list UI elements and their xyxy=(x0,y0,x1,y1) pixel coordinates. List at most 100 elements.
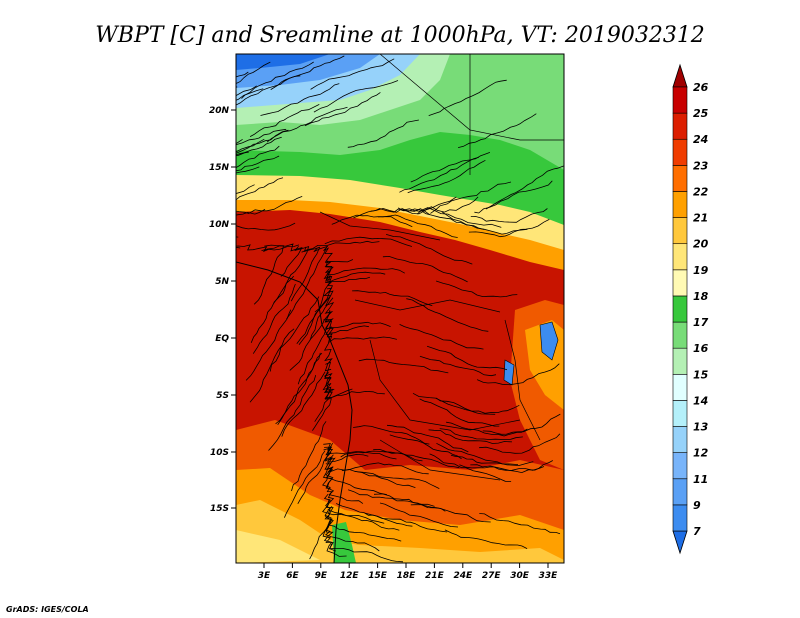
streamline xyxy=(435,397,520,414)
streamline xyxy=(419,355,497,377)
colorbar-label: 13 xyxy=(693,421,709,434)
streamline xyxy=(309,290,335,340)
colorbar-label: 20 xyxy=(693,238,709,251)
lat-label: EQ xyxy=(215,334,229,344)
streamline xyxy=(281,371,326,437)
streamline xyxy=(249,328,295,403)
streamline xyxy=(324,387,385,399)
streamline xyxy=(444,529,528,549)
streamline xyxy=(236,166,260,174)
colorbar-segment xyxy=(672,138,688,166)
lon-label: 33E xyxy=(539,571,559,581)
streamline xyxy=(327,521,402,542)
colorbar-label: 9 xyxy=(693,499,701,512)
streamline xyxy=(236,246,241,249)
colorbar-label: 18 xyxy=(693,290,709,303)
streamline xyxy=(323,493,385,524)
streamline xyxy=(253,244,284,305)
streamline xyxy=(322,498,337,552)
streamline xyxy=(301,240,380,253)
streamline xyxy=(354,471,440,489)
streamline xyxy=(341,462,429,475)
streamline xyxy=(329,543,404,563)
streamline xyxy=(236,129,289,154)
streamline xyxy=(407,159,486,194)
streamline xyxy=(310,58,395,90)
lat-label: 10N xyxy=(209,220,230,230)
streamline xyxy=(250,275,294,343)
colorbar-label: 21 xyxy=(693,212,708,225)
credit-text: GrADS: IGES/COLA xyxy=(6,605,89,614)
colorbar-segment xyxy=(672,165,688,192)
streamline xyxy=(458,113,537,148)
streamline xyxy=(324,372,353,399)
streamline xyxy=(335,503,413,527)
colorbar-label: 7 xyxy=(693,525,701,538)
streamline xyxy=(410,152,491,183)
streamline xyxy=(236,128,287,146)
streamline xyxy=(268,374,317,451)
streamline xyxy=(269,296,320,372)
lon-label: 30E xyxy=(510,571,530,581)
streamline xyxy=(236,209,266,216)
colorbar-segment xyxy=(672,452,688,480)
latitude-axis: 20N 15N 10N 5N EQ 5S 10S 15S xyxy=(209,106,236,514)
streamline xyxy=(459,464,545,471)
streamline xyxy=(428,429,513,444)
streamline xyxy=(236,75,301,106)
streamline xyxy=(479,433,561,454)
colorbar-label: 14 xyxy=(693,394,708,407)
streamline xyxy=(249,104,320,137)
streamline xyxy=(370,196,457,215)
streamline xyxy=(326,267,405,275)
colorbar-segment xyxy=(672,400,688,427)
lat-label: 10S xyxy=(210,448,229,458)
streamline xyxy=(252,283,296,354)
colorbar-label: 17 xyxy=(693,316,709,329)
colorbar-segment xyxy=(672,321,688,349)
streamline xyxy=(401,207,485,230)
streamline xyxy=(470,208,548,223)
streamline xyxy=(261,243,303,277)
streamline xyxy=(236,184,255,194)
streamline xyxy=(296,287,333,344)
map-frame xyxy=(235,53,565,564)
lat-label: 5N xyxy=(215,277,229,287)
colorbar-segment xyxy=(672,426,688,453)
streamline xyxy=(236,177,284,201)
streamline xyxy=(485,165,564,210)
streamline xyxy=(476,363,560,386)
country-borders xyxy=(319,54,564,481)
streamline xyxy=(479,513,561,535)
streamline xyxy=(309,496,335,560)
streamline xyxy=(430,181,512,214)
streamline xyxy=(326,331,397,343)
colorbar-label: 11 xyxy=(693,473,708,486)
streamline xyxy=(382,255,468,283)
streamline xyxy=(236,244,300,253)
lon-label: 3E xyxy=(258,571,271,581)
colorbar-segment xyxy=(672,347,688,375)
streamline xyxy=(347,119,419,148)
streamline xyxy=(436,442,519,465)
streamline xyxy=(340,450,423,462)
streamline xyxy=(236,138,243,144)
streamline xyxy=(297,319,332,385)
streamline xyxy=(286,248,327,320)
lon-label: 24E xyxy=(453,571,473,581)
streamline xyxy=(324,236,413,247)
streamline xyxy=(352,290,433,307)
colorbar-upper-tip xyxy=(672,63,688,88)
field-south-yellow xyxy=(236,500,564,563)
streamline xyxy=(389,434,462,460)
colorbar-segment xyxy=(672,373,688,401)
colorbar-segment xyxy=(672,191,688,218)
streamline xyxy=(323,326,333,372)
streamline xyxy=(324,311,391,329)
streamline xyxy=(236,196,303,214)
field-south-pale xyxy=(236,530,320,563)
streamline xyxy=(236,61,271,85)
streamline xyxy=(482,413,561,435)
colorbar-label: 23 xyxy=(693,159,709,172)
